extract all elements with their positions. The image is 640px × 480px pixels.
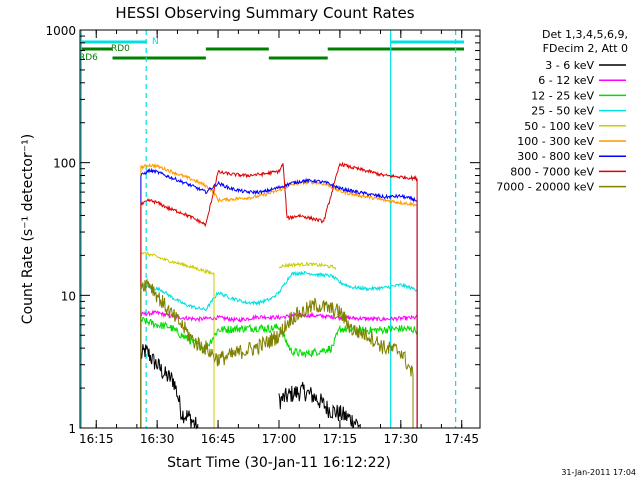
x-tick-label: 16:30 xyxy=(140,432,175,446)
x-tick-label: 17:30 xyxy=(384,432,419,446)
x-tick-label: 16:15 xyxy=(79,432,114,446)
x-tick-label: 17:00 xyxy=(262,432,297,446)
x-tick-label: 16:45 xyxy=(201,432,236,446)
series-line-7000-20000-kev xyxy=(140,277,414,428)
legend-label-50-100-kev: 50 - 100 keV xyxy=(524,120,594,133)
legend-header-line-2: FDecim 2, Att 0 xyxy=(543,42,628,55)
series-line-300-800-kev xyxy=(140,167,418,428)
series-line-25-50-kev xyxy=(140,270,418,428)
y-tick-label: 1000 xyxy=(45,24,76,38)
series-lines xyxy=(140,161,418,430)
x-tick-label: 17:15 xyxy=(323,432,358,446)
x-tick-label: 17:45 xyxy=(444,432,479,446)
flag-label-rd0: RD0 xyxy=(111,44,130,54)
legend-label-3-6-kev: 3 - 6 keV xyxy=(545,59,594,72)
flag-label-rd6: RD6 xyxy=(79,53,98,63)
legend-label-12-25-kev: 12 - 25 keV xyxy=(531,89,594,102)
y-tick-label: 100 xyxy=(53,157,76,171)
legend-label-300-800-kev: 300 - 800 keV xyxy=(517,150,594,163)
y-axis-ticks: 1 10 100 1000 xyxy=(45,24,480,436)
chart-title: HESSI Observing Summary Count Rates xyxy=(115,4,414,22)
series-line-800-7000-kev xyxy=(140,161,418,428)
series-line-3-6-kev xyxy=(140,344,199,430)
flag-label-n: N xyxy=(152,37,159,47)
series-line-3-6-kev-extra xyxy=(278,381,361,429)
x-axis-label: Start Time (30-Jan-11 16:12:22) xyxy=(167,455,391,471)
instrument-flags: N RD0 RD6 xyxy=(79,37,464,63)
legend-label-800-7000-kev: 800 - 7000 keV xyxy=(510,165,594,178)
legend-label-25-50-kev: 25 - 50 keV xyxy=(531,105,594,118)
x-axis-ticks: 16:15 16:30 16:45 17:00 17:15 17:30 17:45 xyxy=(79,30,479,446)
series-line-50-100-kev-extra xyxy=(279,261,337,271)
legend-label-7000-20000-kev: 7000 - 20000 keV xyxy=(496,181,594,194)
plot-frame xyxy=(79,29,481,429)
series-line-100-300-kev xyxy=(140,162,418,428)
legend-label-6-12-kev: 6 - 12 keV xyxy=(538,74,594,87)
series-line-6-12-kev xyxy=(140,309,418,428)
legend: Det 1,3,4,5,6,9,FDecim 2, Att 0 3 - 6 keV… xyxy=(496,28,628,194)
footer-date: 31-Jan-2011 17:04 xyxy=(561,468,636,477)
legend-label-100-300-kev: 100 - 300 keV xyxy=(517,135,594,148)
vertical-markers xyxy=(80,30,457,428)
series-line-12-25-kev xyxy=(140,317,418,428)
series-line-50-100-kev xyxy=(140,251,215,428)
y-axis-label: Count Rate (s⁻¹ detector⁻¹) xyxy=(20,134,36,324)
legend-header-line-1: Det 1,3,4,5,6,9, xyxy=(542,28,628,41)
y-tick-label: 10 xyxy=(61,289,76,303)
y-tick-label: 1 xyxy=(68,422,76,436)
